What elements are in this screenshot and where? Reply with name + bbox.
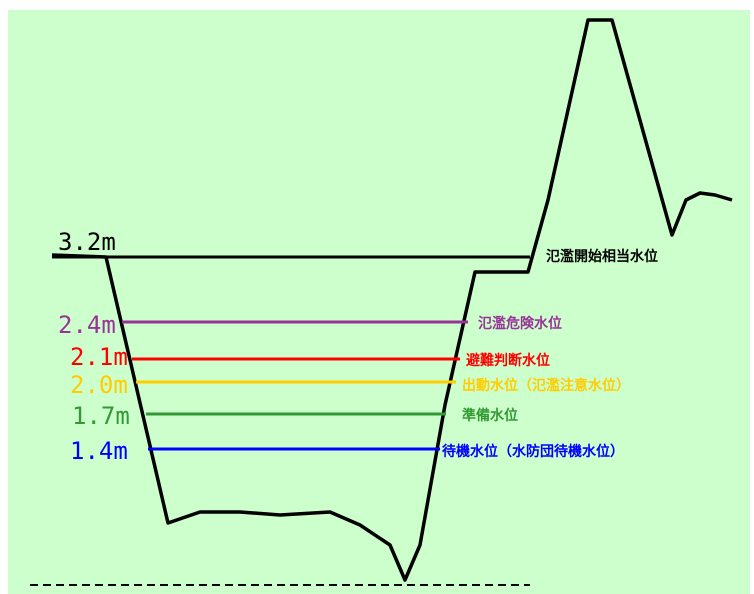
level-value-preparation: 1.7m [72,402,130,430]
level-label-standby: 待機水位（水防団待機水位） [442,443,624,460]
diagram-background [8,10,750,594]
level-value-standby: 1.4m [70,437,128,465]
level-label-flood-start: 氾濫開始相当水位 [546,248,658,265]
level-label-mobilization: 出動水位（氾濫注意水位） [462,377,630,394]
level-value-flood-start: 3.2m [58,228,116,256]
level-label-evacuation: 避難判断水位 [466,352,550,369]
level-label-preparation: 準備水位 [462,407,518,424]
level-value-evacuation: 2.1m [70,343,128,371]
level-value-flood-danger: 2.4m [58,311,116,339]
river-bank-profile [51,18,733,582]
level-label-flood-danger: 氾濫危険水位 [478,315,562,332]
level-value-mobilization: 2.0m [70,371,128,399]
